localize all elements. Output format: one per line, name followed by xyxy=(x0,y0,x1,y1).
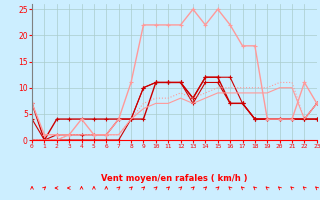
X-axis label: Vent moyen/en rafales ( km/h ): Vent moyen/en rafales ( km/h ) xyxy=(101,174,248,183)
